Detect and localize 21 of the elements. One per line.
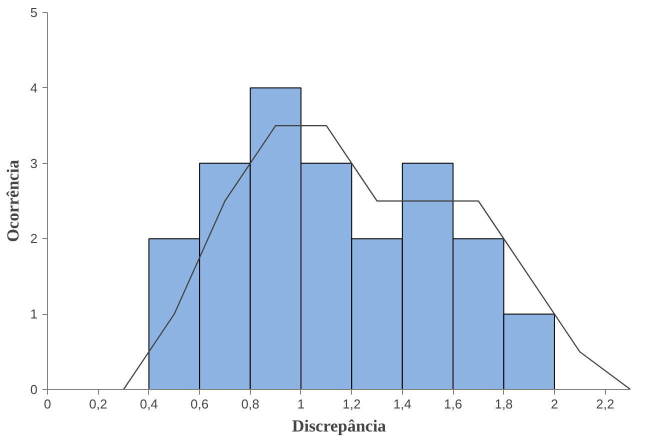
x-tick-label: 2,2	[596, 396, 614, 412]
x-tick-label: 0,6	[190, 396, 209, 412]
line-series	[122, 125, 630, 390]
x-tick-label: 2	[550, 396, 558, 412]
y-tick-label: 4	[30, 80, 38, 96]
x-tick-label: 1	[297, 396, 305, 412]
x-tick-label: 1,4	[393, 396, 412, 412]
x-tick-label: 1,8	[494, 396, 513, 412]
x-tick-label: 0,8	[241, 396, 260, 412]
x-tick-label: 0,4	[140, 396, 158, 412]
x-tick-label: 1,2	[342, 396, 361, 412]
x-axis-title: Discrepância	[292, 416, 387, 436]
y-axis-title: Ocorrência	[3, 159, 22, 242]
y-tick-label: 3	[30, 156, 38, 171]
y-tick-label: 2	[30, 231, 38, 246]
x-tick-label: 0	[44, 396, 52, 412]
y-tick-label: 1	[30, 306, 38, 322]
x-tick-label: 0,2	[89, 396, 108, 412]
y-tick-label: 0	[30, 382, 38, 397]
y-tick-label: 5	[30, 5, 38, 20]
x-tick-label: 1,6	[444, 396, 462, 412]
